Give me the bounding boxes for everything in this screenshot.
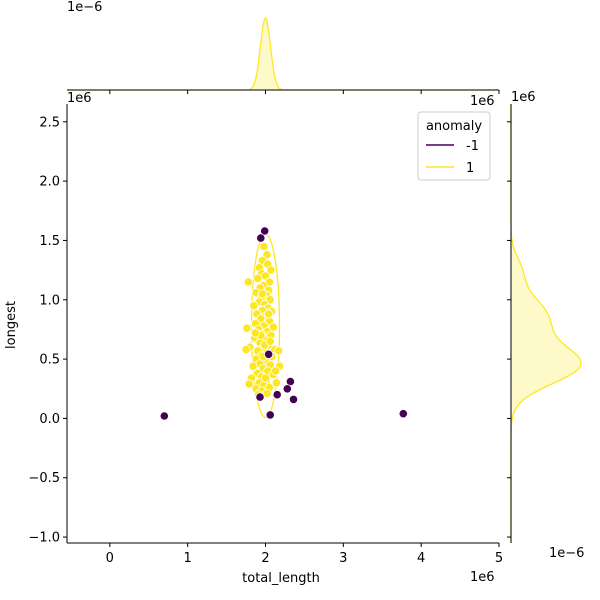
- legend: anomaly -1 1: [417, 111, 491, 181]
- right-density-fill: [511, 104, 581, 543]
- inlier-point: [242, 323, 252, 333]
- anomaly-point: [398, 409, 408, 419]
- anomaly-point: [282, 384, 292, 394]
- legend-title: anomaly: [426, 119, 482, 134]
- y-tick-label: 1.0: [39, 293, 60, 308]
- inlier-point: [274, 346, 284, 356]
- anomaly-point: [272, 390, 282, 400]
- main-plot: 0 1 2 3 4 5 −1.0 −0.5 0.0 0.5 1.0 1.5 2.0 2.5 1e6 1e…: [4, 91, 503, 586]
- inlier-point: [243, 277, 253, 287]
- anomaly-point: [263, 349, 274, 359]
- inlier-point: [265, 336, 275, 346]
- inlier-point: [259, 241, 269, 251]
- scatter-points: [159, 226, 408, 421]
- anomaly-point: [265, 410, 275, 420]
- x-offset-label: 1e6: [470, 570, 495, 585]
- top-marginal-ticks: [109, 90, 500, 94]
- y-tick-label: 2.0: [39, 175, 60, 190]
- marginal-right: 1e6 1e−6: [507, 90, 584, 561]
- y-tick-label: 1.5: [39, 234, 60, 249]
- anomaly-point: [260, 226, 270, 236]
- inlier-point: [241, 344, 251, 355]
- y-tick-label: −0.5: [28, 471, 60, 486]
- anomaly-point: [256, 233, 266, 243]
- y-tick-label: 0.5: [39, 353, 60, 368]
- top-marginal-offset-label: 1e−6: [67, 0, 102, 15]
- inlier-point: [253, 273, 263, 283]
- marginal-top: 1e−6: [67, 0, 500, 94]
- inlier-point: [263, 309, 274, 319]
- x-tick-label: 5: [495, 551, 503, 566]
- legend-label-1: 1: [466, 161, 474, 176]
- y-offset-label: 1e6: [67, 91, 92, 106]
- inlier-point: [271, 378, 281, 388]
- x-axis-label: total_length: [242, 571, 320, 586]
- x-axis-ticks: 0 1 2 3 4 5: [106, 543, 503, 566]
- right-marginal-offset-label: 1e6: [511, 90, 536, 105]
- inlier-point: [250, 328, 260, 338]
- y-tick-label: 0.0: [39, 412, 60, 427]
- anomaly-point: [255, 392, 265, 402]
- top-density-fill: [67, 18, 499, 90]
- inlier-point: [270, 366, 281, 376]
- inlier-point: [244, 379, 254, 389]
- inlier-point: [266, 265, 276, 275]
- x-tick-label: 2: [261, 551, 269, 566]
- y-axis-label: longest: [4, 301, 19, 349]
- x-tick-label: 1: [184, 551, 192, 566]
- inlier-point: [249, 301, 259, 311]
- inlier-point: [268, 322, 278, 332]
- legend-box: [417, 111, 491, 181]
- kde-contour: [250, 233, 281, 419]
- inlier-point: [248, 361, 258, 371]
- x-tick-label: 3: [339, 551, 347, 566]
- top-density-line: [67, 17, 499, 91]
- top-marginal-right-label: 1e6: [470, 94, 495, 109]
- right-marginal-bottom-label: 1e−6: [549, 546, 584, 561]
- anomaly-point: [288, 394, 299, 404]
- y-tick-label: 2.5: [39, 115, 60, 130]
- anomaly-point: [159, 411, 169, 421]
- right-marginal-ticks: [507, 121, 511, 538]
- inlier-point: [260, 373, 271, 383]
- x-tick-label: 0: [106, 551, 114, 566]
- inlier-point: [257, 289, 267, 299]
- x-tick-label: 4: [417, 551, 425, 566]
- legend-label-neg1: -1: [466, 139, 479, 154]
- y-axis-ticks: −1.0 −0.5 0.0 0.5 1.0 1.5 2.0 2.5: [28, 115, 67, 546]
- y-tick-label: −1.0: [28, 531, 60, 546]
